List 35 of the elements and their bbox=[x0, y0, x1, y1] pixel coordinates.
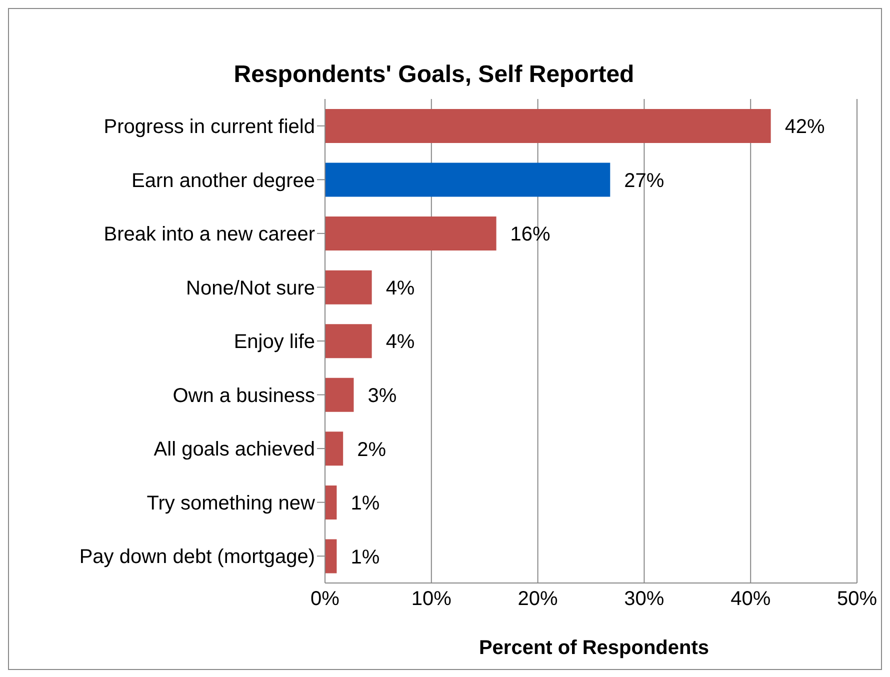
x-tick-label: 0% bbox=[310, 588, 340, 610]
data-label: 4% bbox=[386, 331, 415, 354]
data-label: 1% bbox=[350, 492, 380, 515]
y-tick-label: Pay down debt (mortgage) bbox=[79, 546, 315, 568]
y-tick-label: Progress in current field bbox=[104, 116, 315, 138]
data-label: 16% bbox=[510, 224, 551, 246]
bar bbox=[325, 485, 337, 520]
bar bbox=[325, 216, 496, 251]
x-tick-label: 20% bbox=[518, 588, 558, 610]
chart-title: Respondents' Goals, Self Reported bbox=[232, 61, 636, 89]
data-label: 1% bbox=[350, 546, 380, 568]
x-tick-label: 40% bbox=[730, 588, 771, 610]
data-label: 3% bbox=[368, 384, 397, 407]
bar bbox=[325, 378, 354, 412]
bar bbox=[325, 109, 771, 143]
bar bbox=[325, 162, 610, 197]
x-tick-label: 10% bbox=[411, 588, 452, 610]
y-tick-label: All goals achieved bbox=[154, 438, 315, 461]
y-tick-label: Enjoy life bbox=[234, 331, 315, 354]
x-tick-label: 50% bbox=[836, 588, 878, 610]
bar bbox=[325, 324, 372, 358]
data-label: 27% bbox=[624, 170, 664, 192]
x-axis-title: Percent of Respondents bbox=[478, 637, 710, 660]
bar bbox=[325, 539, 337, 574]
y-tick-label: Own a business bbox=[172, 384, 315, 407]
data-label: 42% bbox=[784, 116, 826, 138]
y-tick-label: Try something new bbox=[146, 492, 316, 514]
bar bbox=[325, 432, 344, 466]
data-label: 2% bbox=[357, 438, 386, 461]
y-tick-label: Break into a new career bbox=[104, 224, 316, 246]
bar bbox=[325, 270, 372, 304]
y-tick-label: Earn another degree bbox=[132, 170, 315, 192]
x-tick-label: 30% bbox=[624, 588, 664, 610]
y-tick-label: None/Not sure bbox=[186, 277, 315, 300]
data-label: 4% bbox=[386, 277, 415, 300]
